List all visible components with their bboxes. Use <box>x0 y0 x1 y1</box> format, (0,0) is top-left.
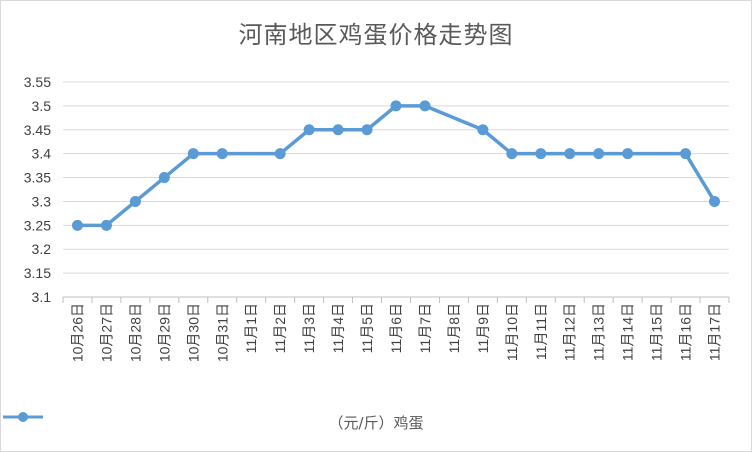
y-axis-ticks: 3.1 3.15 3.2 3.25 3.3 3.35 3.4 3.45 3.5 3.55 <box>24 74 51 305</box>
legend-swatch <box>3 412 43 422</box>
data-point <box>274 148 286 160</box>
x-tick-label: 11月10日 <box>504 303 520 361</box>
x-tick-label: 10月26日 <box>69 303 85 362</box>
x-tick-label: 10月27日 <box>98 303 114 362</box>
series-points <box>71 100 721 231</box>
x-tick-label: 11月9日 <box>475 303 491 353</box>
x-tick-label: 11月3日 <box>301 303 317 353</box>
data-point <box>390 100 402 112</box>
data-point <box>332 124 344 136</box>
series-line-path <box>75 104 717 228</box>
y-tick-label: 3.5 <box>32 98 52 114</box>
y-tick-label: 3.1 <box>32 289 52 305</box>
x-tick-label: 11月7日 <box>417 303 433 353</box>
x-tick-label: 10月30日 <box>185 303 201 362</box>
x-tick-label: 11月4日 <box>330 303 346 353</box>
x-tick-label: 11月6日 <box>388 303 404 353</box>
legend: （元/斤）鸡蛋 <box>1 409 751 435</box>
chart-title: 河南地区鸡蛋价格走势图 <box>238 21 514 49</box>
data-point <box>419 100 431 112</box>
data-point <box>216 148 228 160</box>
x-tick-label: 11月12日 <box>562 303 578 361</box>
y-tick-label: 3.2 <box>32 241 52 257</box>
x-tick-label: 11月8日 <box>446 303 462 353</box>
x-axis-ticks: 10月26日 10月27日 10月28日 10月29日 10月30日 10月31日 11月1… <box>69 303 722 362</box>
y-tick-label: 3.3 <box>32 193 52 209</box>
data-point <box>709 195 721 207</box>
x-tick-label: 11月5日 <box>359 303 375 353</box>
y-tick-label: 3.15 <box>24 265 51 281</box>
x-tick-label: 10月28日 <box>127 303 143 362</box>
x-tick-label: 11月1日 <box>243 303 259 353</box>
data-point <box>622 148 634 160</box>
series-line <box>75 104 717 228</box>
y-tick-label: 3.45 <box>24 122 51 138</box>
data-point <box>158 172 170 184</box>
data-point <box>361 124 373 136</box>
data-point <box>535 148 547 160</box>
x-tick-label: 10月31日 <box>214 303 230 362</box>
x-tick-label: 11月2日 <box>272 303 288 353</box>
data-point <box>477 124 489 136</box>
data-point <box>187 148 199 160</box>
data-point <box>564 148 576 160</box>
x-tick-label: 11月13日 <box>591 303 607 361</box>
y-tick-label: 3.55 <box>24 74 51 90</box>
data-point <box>506 148 518 160</box>
x-tick-label: 11月11日 <box>533 303 549 360</box>
x-axis <box>62 296 730 303</box>
x-tick-label: 11月15日 <box>649 303 665 361</box>
legend-label: （元/斤）鸡蛋 <box>328 413 424 432</box>
data-point <box>71 219 83 231</box>
gridlines <box>63 81 729 298</box>
data-point <box>593 148 605 160</box>
x-tick-label: 10月29日 <box>156 303 172 362</box>
data-point <box>100 219 112 231</box>
data-point <box>680 148 692 160</box>
x-tick-label: 11月17日 <box>707 303 723 361</box>
y-tick-label: 3.25 <box>24 217 51 233</box>
x-tick-label: 11月16日 <box>678 303 694 361</box>
data-point <box>129 195 141 207</box>
data-point <box>303 124 315 136</box>
x-tick-label: 11月14日 <box>620 303 636 361</box>
y-tick-label: 3.4 <box>32 146 52 162</box>
line-chart: 3.1 3.15 3.2 3.25 3.3 3.35 3.4 3.45 3.5 3.55 10月2… <box>24 74 730 362</box>
y-tick-label: 3.35 <box>24 170 51 186</box>
